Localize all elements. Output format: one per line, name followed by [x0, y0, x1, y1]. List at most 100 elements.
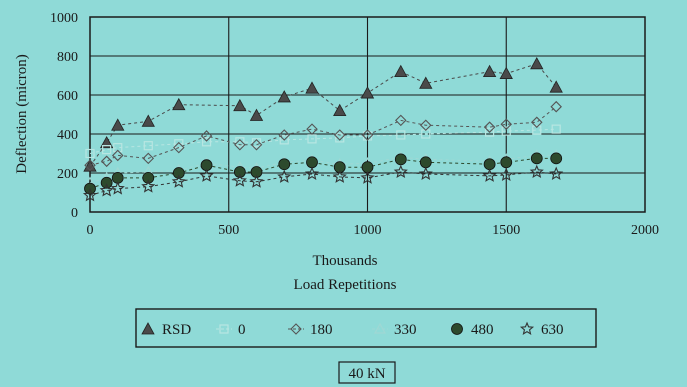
data-point: [394, 153, 407, 166]
data-point: [500, 156, 513, 169]
data-point: [304, 166, 320, 180]
data-point: [332, 169, 347, 183]
legend-box: [135, 308, 597, 348]
legend-marker: [373, 322, 387, 334]
data-point: [99, 183, 114, 197]
legend-item-630: 630: [519, 321, 564, 338]
legend-marker: [519, 321, 535, 336]
data-point: [483, 158, 496, 171]
data-point: [278, 129, 291, 141]
x-axis-title-secondary: Load Repetitions: [294, 277, 397, 293]
data-point: [333, 129, 346, 141]
series-line: [89, 154, 557, 184]
data-point: [235, 137, 245, 147]
data-point: [499, 167, 514, 181]
data-point: [419, 156, 432, 169]
y-tick-label: 200: [57, 167, 78, 182]
y-tick-label: 800: [57, 50, 78, 65]
y-tick-label: 600: [57, 89, 78, 104]
series-line: [89, 128, 557, 154]
data-point: [396, 130, 406, 140]
data-point: [85, 148, 95, 159]
data-point: [249, 174, 264, 188]
data-point: [550, 100, 562, 113]
legend-item-180: 180: [288, 322, 333, 338]
series-180: [84, 100, 562, 171]
data-point: [499, 66, 513, 79]
series-480: [84, 152, 563, 195]
data-point: [234, 138, 246, 151]
data-point: [418, 166, 433, 180]
data-point: [172, 167, 185, 179]
x-tick-label: 1000: [354, 223, 382, 238]
y-tick-label: 1000: [50, 11, 78, 26]
data-point: [142, 171, 155, 184]
data-point: [232, 173, 247, 187]
data-point: [530, 56, 544, 70]
y-tick-labels: 0 200 400 600 800 1000: [50, 11, 78, 221]
data-point: [485, 127, 495, 137]
data-point: [361, 129, 374, 141]
legend-label: 480: [471, 322, 494, 338]
data-point: [333, 103, 347, 116]
legend-marker: [290, 323, 302, 335]
data-point: [393, 164, 408, 179]
data-point: [549, 166, 564, 180]
legend-label: RSD: [162, 322, 191, 338]
data-point: [306, 156, 318, 169]
x-tick-label: 2000: [631, 223, 659, 238]
y-tick-label: 400: [57, 128, 78, 143]
data-point: [233, 98, 247, 112]
series-RSD: [83, 56, 563, 172]
data-point: [82, 188, 98, 202]
data-point: [110, 181, 125, 195]
legend-label: 630: [541, 322, 564, 338]
data-point: [550, 152, 563, 165]
caption-load: 40 kN: [348, 366, 385, 382]
data-point: [501, 126, 511, 136]
data-point: [530, 116, 543, 129]
data-point: [306, 123, 318, 135]
data-point: [172, 97, 186, 111]
legend-item-480: 480: [451, 322, 494, 338]
data-point: [532, 125, 542, 135]
x-tick-label: 0: [87, 223, 94, 238]
x-axis-title: Thousands: [313, 253, 378, 269]
legend-label: 0: [238, 322, 246, 338]
legend-marker: [451, 323, 463, 335]
data-point: [419, 76, 433, 89]
data-point: [482, 64, 497, 77]
data-point: [482, 168, 497, 182]
data-point: [483, 121, 496, 133]
data-point: [199, 168, 214, 182]
data-point: [360, 170, 375, 184]
series-line: [89, 63, 557, 167]
data-point: [141, 179, 156, 193]
data-point: [102, 145, 112, 155]
data-point: [278, 158, 291, 171]
data-point: [305, 81, 319, 94]
y-tick-label: 0: [71, 206, 78, 221]
legend: RSD 0 180 330 480 630: [141, 321, 564, 338]
data-point: [395, 114, 407, 127]
data-point: [84, 159, 96, 171]
x-tick-label: 1500: [492, 223, 520, 238]
data-point: [394, 64, 408, 77]
legend-marker: [219, 324, 229, 334]
series-line: [89, 171, 557, 196]
caption-box: [338, 361, 396, 384]
data-point: [83, 159, 97, 172]
data-point: [551, 124, 561, 134]
data-point: [100, 155, 113, 168]
data-point: [251, 138, 262, 148]
data-point: [142, 152, 155, 165]
x-tick-label: 500: [218, 223, 239, 238]
series-630: [82, 164, 564, 202]
data-point: [171, 174, 186, 188]
data-point: [143, 141, 153, 151]
data-point: [549, 80, 563, 93]
data-point: [100, 176, 113, 189]
legend-label: 180: [310, 322, 333, 338]
series-layer: [82, 56, 564, 202]
